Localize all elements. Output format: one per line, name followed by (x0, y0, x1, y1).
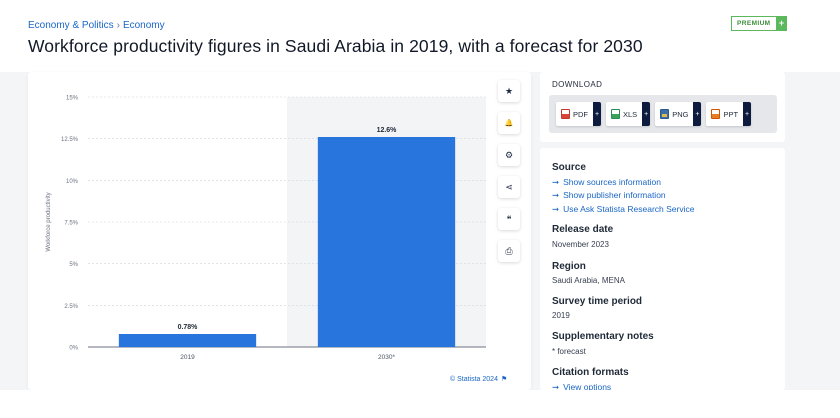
breadcrumb: Economy & Politics › Economy (28, 20, 165, 31)
share-button[interactable]: ⋖ (498, 176, 520, 198)
survey-period-value: 2019 (552, 311, 570, 320)
y-tick-label: 2.5% (64, 304, 78, 310)
chart-card: 0% 2.5% 5% 7.5% 10% 12.5% 15% Workforce product… (28, 72, 531, 390)
pdf-label: PDF (573, 109, 588, 119)
download-png-button[interactable]: PNG + (655, 102, 702, 126)
page-title: Workforce productivity figures in Saudi … (28, 36, 643, 56)
png-file-icon (660, 109, 670, 119)
notification-button[interactable]: 🔔 (498, 112, 520, 134)
breadcrumb-separator: › (116, 20, 120, 31)
download-bar: PDF + XLS + PNG + PPT + (549, 95, 777, 133)
arrow-right-icon: ➞ (552, 177, 560, 187)
arrow-right-icon: ➞ (552, 190, 560, 200)
data-label: 0.78% (178, 324, 199, 331)
y-tick-label: 0% (69, 346, 78, 352)
release-date-heading: Release date (552, 224, 614, 235)
supplementary-notes-heading: Supplementary notes (552, 331, 654, 342)
settings-button[interactable]: ⚙ (498, 144, 520, 166)
view-options-link[interactable]: ➞ View options (552, 382, 612, 390)
y-tick-label: 12.5% (61, 137, 79, 143)
y-tick-label: 15% (66, 96, 79, 102)
release-date-value: November 2023 (552, 240, 609, 249)
share-icon: ⋖ (505, 181, 513, 192)
show-sources-link[interactable]: ➞ Show sources information (552, 177, 661, 187)
premium-label: PREMIUM (731, 16, 777, 31)
gear-icon: ⚙ (504, 149, 514, 160)
header-area (0, 0, 840, 72)
pdf-file-icon (561, 109, 570, 119)
y-tick-label: 7.5% (64, 221, 78, 227)
download-title: DOWNLOAD (552, 80, 603, 89)
show-publisher-link[interactable]: ➞ Show publisher information (552, 190, 666, 200)
x-tick-label: 2030* (378, 354, 395, 361)
info-card: Source ➞ Show sources information ➞ Show p… (540, 148, 785, 390)
star-icon: ★ (504, 85, 514, 96)
citation-formats-heading: Citation formats (552, 367, 629, 378)
xls-file-icon (611, 109, 620, 119)
xls-label: XLS (623, 109, 638, 119)
png-label: PNG (672, 109, 689, 119)
flag-icon: ⚑ (500, 376, 508, 383)
data-label: 12.6% (377, 127, 398, 134)
ppt-file-icon (711, 109, 721, 119)
survey-period-heading: Survey time period (552, 296, 643, 307)
cite-button[interactable]: ❝ (498, 208, 520, 230)
page-bottom (0, 390, 840, 418)
credit-text: © Statista 2024 (450, 376, 498, 383)
plus-icon: + (693, 102, 702, 126)
bar (118, 334, 257, 347)
download-xls-button[interactable]: XLS + (606, 102, 651, 126)
ask-statista-link[interactable]: ➞ Use Ask Statista Research Service (552, 204, 695, 214)
arrow-right-icon: ➞ (552, 204, 560, 214)
download-pdf-button[interactable]: PDF + (556, 102, 601, 126)
y-tick-label: 10% (66, 179, 79, 185)
plus-icon: + (593, 102, 601, 126)
quote-icon: ❝ (506, 213, 512, 224)
chart-toolbar: ★ 🔔 ⚙ ⋖ ❝ ⎙ (498, 80, 520, 262)
bell-icon: 🔔 (504, 120, 514, 127)
region-value: Saudi Arabia, MENA (552, 276, 625, 285)
x-tick-label: 2019 (180, 354, 195, 361)
plus-icon: + (642, 102, 651, 126)
y-tick-label: 5% (69, 262, 78, 268)
plus-icon: + (743, 102, 752, 126)
download-ppt-button[interactable]: PPT + (706, 102, 752, 126)
star-button[interactable]: ★ (498, 80, 520, 102)
print-button[interactable]: ⎙ (498, 240, 520, 262)
arrow-right-icon: ➞ (552, 382, 560, 390)
breadcrumb-economy-politics[interactable]: Economy & Politics (28, 20, 114, 31)
ppt-label: PPT (723, 109, 739, 119)
breadcrumb-economy[interactable]: Economy (122, 20, 165, 31)
print-icon: ⎙ (505, 245, 513, 256)
statista-credit[interactable]: © Statista 2024 ⚑ (450, 375, 507, 383)
source-heading: Source (552, 162, 586, 173)
region-heading: Region (552, 261, 586, 272)
plus-icon: + (776, 16, 787, 31)
bar-chart: 0% 2.5% 5% 7.5% 10% 12.5% 15% Workforce product… (46, 96, 486, 361)
supplementary-notes-value: * forecast (552, 347, 586, 356)
y-axis-label: Workforce productivity (46, 192, 52, 251)
download-card: DOWNLOAD PDF + XLS + PNG + PPT + (540, 72, 785, 142)
premium-badge[interactable]: PREMIUM + (731, 16, 787, 31)
bar (317, 137, 456, 347)
